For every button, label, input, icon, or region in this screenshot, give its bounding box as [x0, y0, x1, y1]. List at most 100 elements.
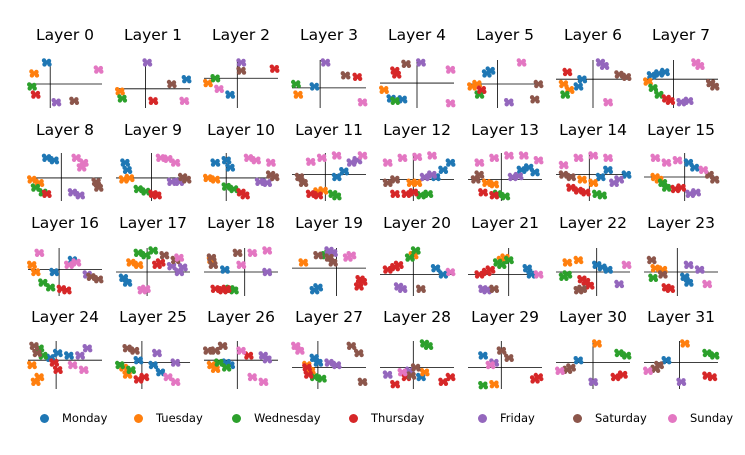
- point-sunday: [311, 161, 316, 166]
- point-wednesday: [140, 187, 146, 192]
- point-sunday: [317, 157, 322, 162]
- point-monday: [608, 166, 613, 171]
- point-friday: [176, 362, 181, 367]
- panel-title: Layer 19: [295, 214, 363, 232]
- point-sunday: [363, 155, 368, 160]
- point-sunday: [34, 252, 40, 257]
- point-friday: [494, 362, 500, 367]
- point-sunday: [83, 158, 89, 164]
- point-thursday: [489, 195, 495, 200]
- point-sunday: [252, 252, 258, 257]
- point-wednesday: [504, 255, 509, 261]
- legend-item-monday: Monday: [40, 409, 107, 427]
- point-saturday: [299, 173, 305, 178]
- point-friday: [56, 98, 61, 103]
- panel-title: Layer 21: [471, 214, 539, 232]
- point-sunday: [352, 255, 357, 260]
- point-wednesday: [390, 96, 395, 102]
- point-thursday: [617, 370, 623, 375]
- point-wednesday: [621, 351, 626, 356]
- point-thursday: [382, 265, 388, 270]
- panel-layer-28: Layer 28: [380, 308, 456, 389]
- point-tuesday: [558, 79, 564, 85]
- point-friday: [262, 355, 267, 360]
- point-saturday: [357, 377, 362, 382]
- point-monday: [443, 166, 448, 171]
- point-tuesday: [419, 368, 425, 373]
- point-saturday: [411, 375, 417, 380]
- point-tuesday: [139, 264, 144, 269]
- point-monday: [526, 270, 531, 275]
- point-thursday: [395, 380, 400, 385]
- point-sunday: [427, 155, 432, 160]
- point-wednesday: [428, 190, 433, 195]
- point-monday: [122, 169, 128, 174]
- point-monday: [127, 166, 132, 171]
- point-friday: [80, 191, 85, 196]
- point-tuesday: [210, 175, 215, 180]
- point-monday: [225, 269, 230, 274]
- point-friday: [51, 102, 57, 107]
- point-monday: [127, 169, 133, 174]
- point-thursday: [269, 64, 274, 69]
- point-sunday: [474, 158, 479, 163]
- point-friday: [267, 268, 272, 273]
- point-thursday: [134, 379, 139, 384]
- point-wednesday: [43, 351, 48, 357]
- point-sunday: [342, 253, 348, 258]
- point-friday: [80, 195, 86, 200]
- point-thursday: [57, 366, 63, 371]
- point-tuesday: [34, 376, 40, 382]
- point-sunday: [402, 368, 407, 373]
- point-monday: [621, 170, 626, 175]
- point-thursday: [414, 192, 419, 197]
- point-wednesday: [416, 195, 421, 200]
- legend-label: Tuesday: [156, 411, 203, 425]
- point-wednesday: [122, 98, 128, 103]
- point-wednesday: [122, 94, 127, 100]
- point-saturday: [203, 350, 208, 355]
- point-monday: [310, 290, 315, 295]
- point-monday: [421, 376, 426, 382]
- point-monday: [601, 176, 606, 182]
- point-wednesday: [32, 86, 37, 91]
- point-saturday: [345, 71, 350, 77]
- point-monday: [582, 75, 587, 80]
- point-sunday: [76, 262, 82, 267]
- point-saturday: [571, 173, 576, 178]
- point-wednesday: [215, 78, 221, 83]
- panel-title: Layer 27: [295, 308, 363, 326]
- point-friday: [683, 260, 689, 265]
- point-tuesday: [127, 374, 133, 379]
- point-saturday: [328, 262, 333, 267]
- point-sunday: [168, 155, 173, 160]
- point-tuesday: [414, 255, 419, 260]
- point-sunday: [490, 361, 495, 366]
- point-saturday: [74, 97, 79, 102]
- point-tuesday: [39, 373, 44, 378]
- point-sunday: [555, 366, 560, 371]
- point-sunday: [306, 161, 311, 166]
- point-friday: [333, 252, 338, 257]
- point-saturday: [159, 251, 164, 256]
- point-sunday: [76, 163, 81, 168]
- point-thursday: [474, 270, 479, 275]
- panel-layer-26: Layer 26: [203, 308, 278, 389]
- point-sunday: [63, 260, 69, 265]
- point-tuesday: [562, 262, 568, 267]
- point-friday: [324, 358, 329, 363]
- point-tuesday: [489, 180, 494, 185]
- point-monday: [138, 356, 143, 361]
- point-saturday: [298, 182, 304, 187]
- point-monday: [331, 172, 337, 178]
- point-saturday: [177, 172, 183, 178]
- legend-marker: [40, 413, 49, 423]
- point-sunday: [241, 264, 247, 269]
- point-saturday: [566, 176, 571, 182]
- point-wednesday: [215, 74, 220, 79]
- point-saturday: [574, 290, 579, 295]
- point-sunday: [251, 160, 256, 165]
- point-friday: [325, 58, 330, 64]
- point-monday: [210, 162, 216, 167]
- point-sunday: [504, 151, 509, 156]
